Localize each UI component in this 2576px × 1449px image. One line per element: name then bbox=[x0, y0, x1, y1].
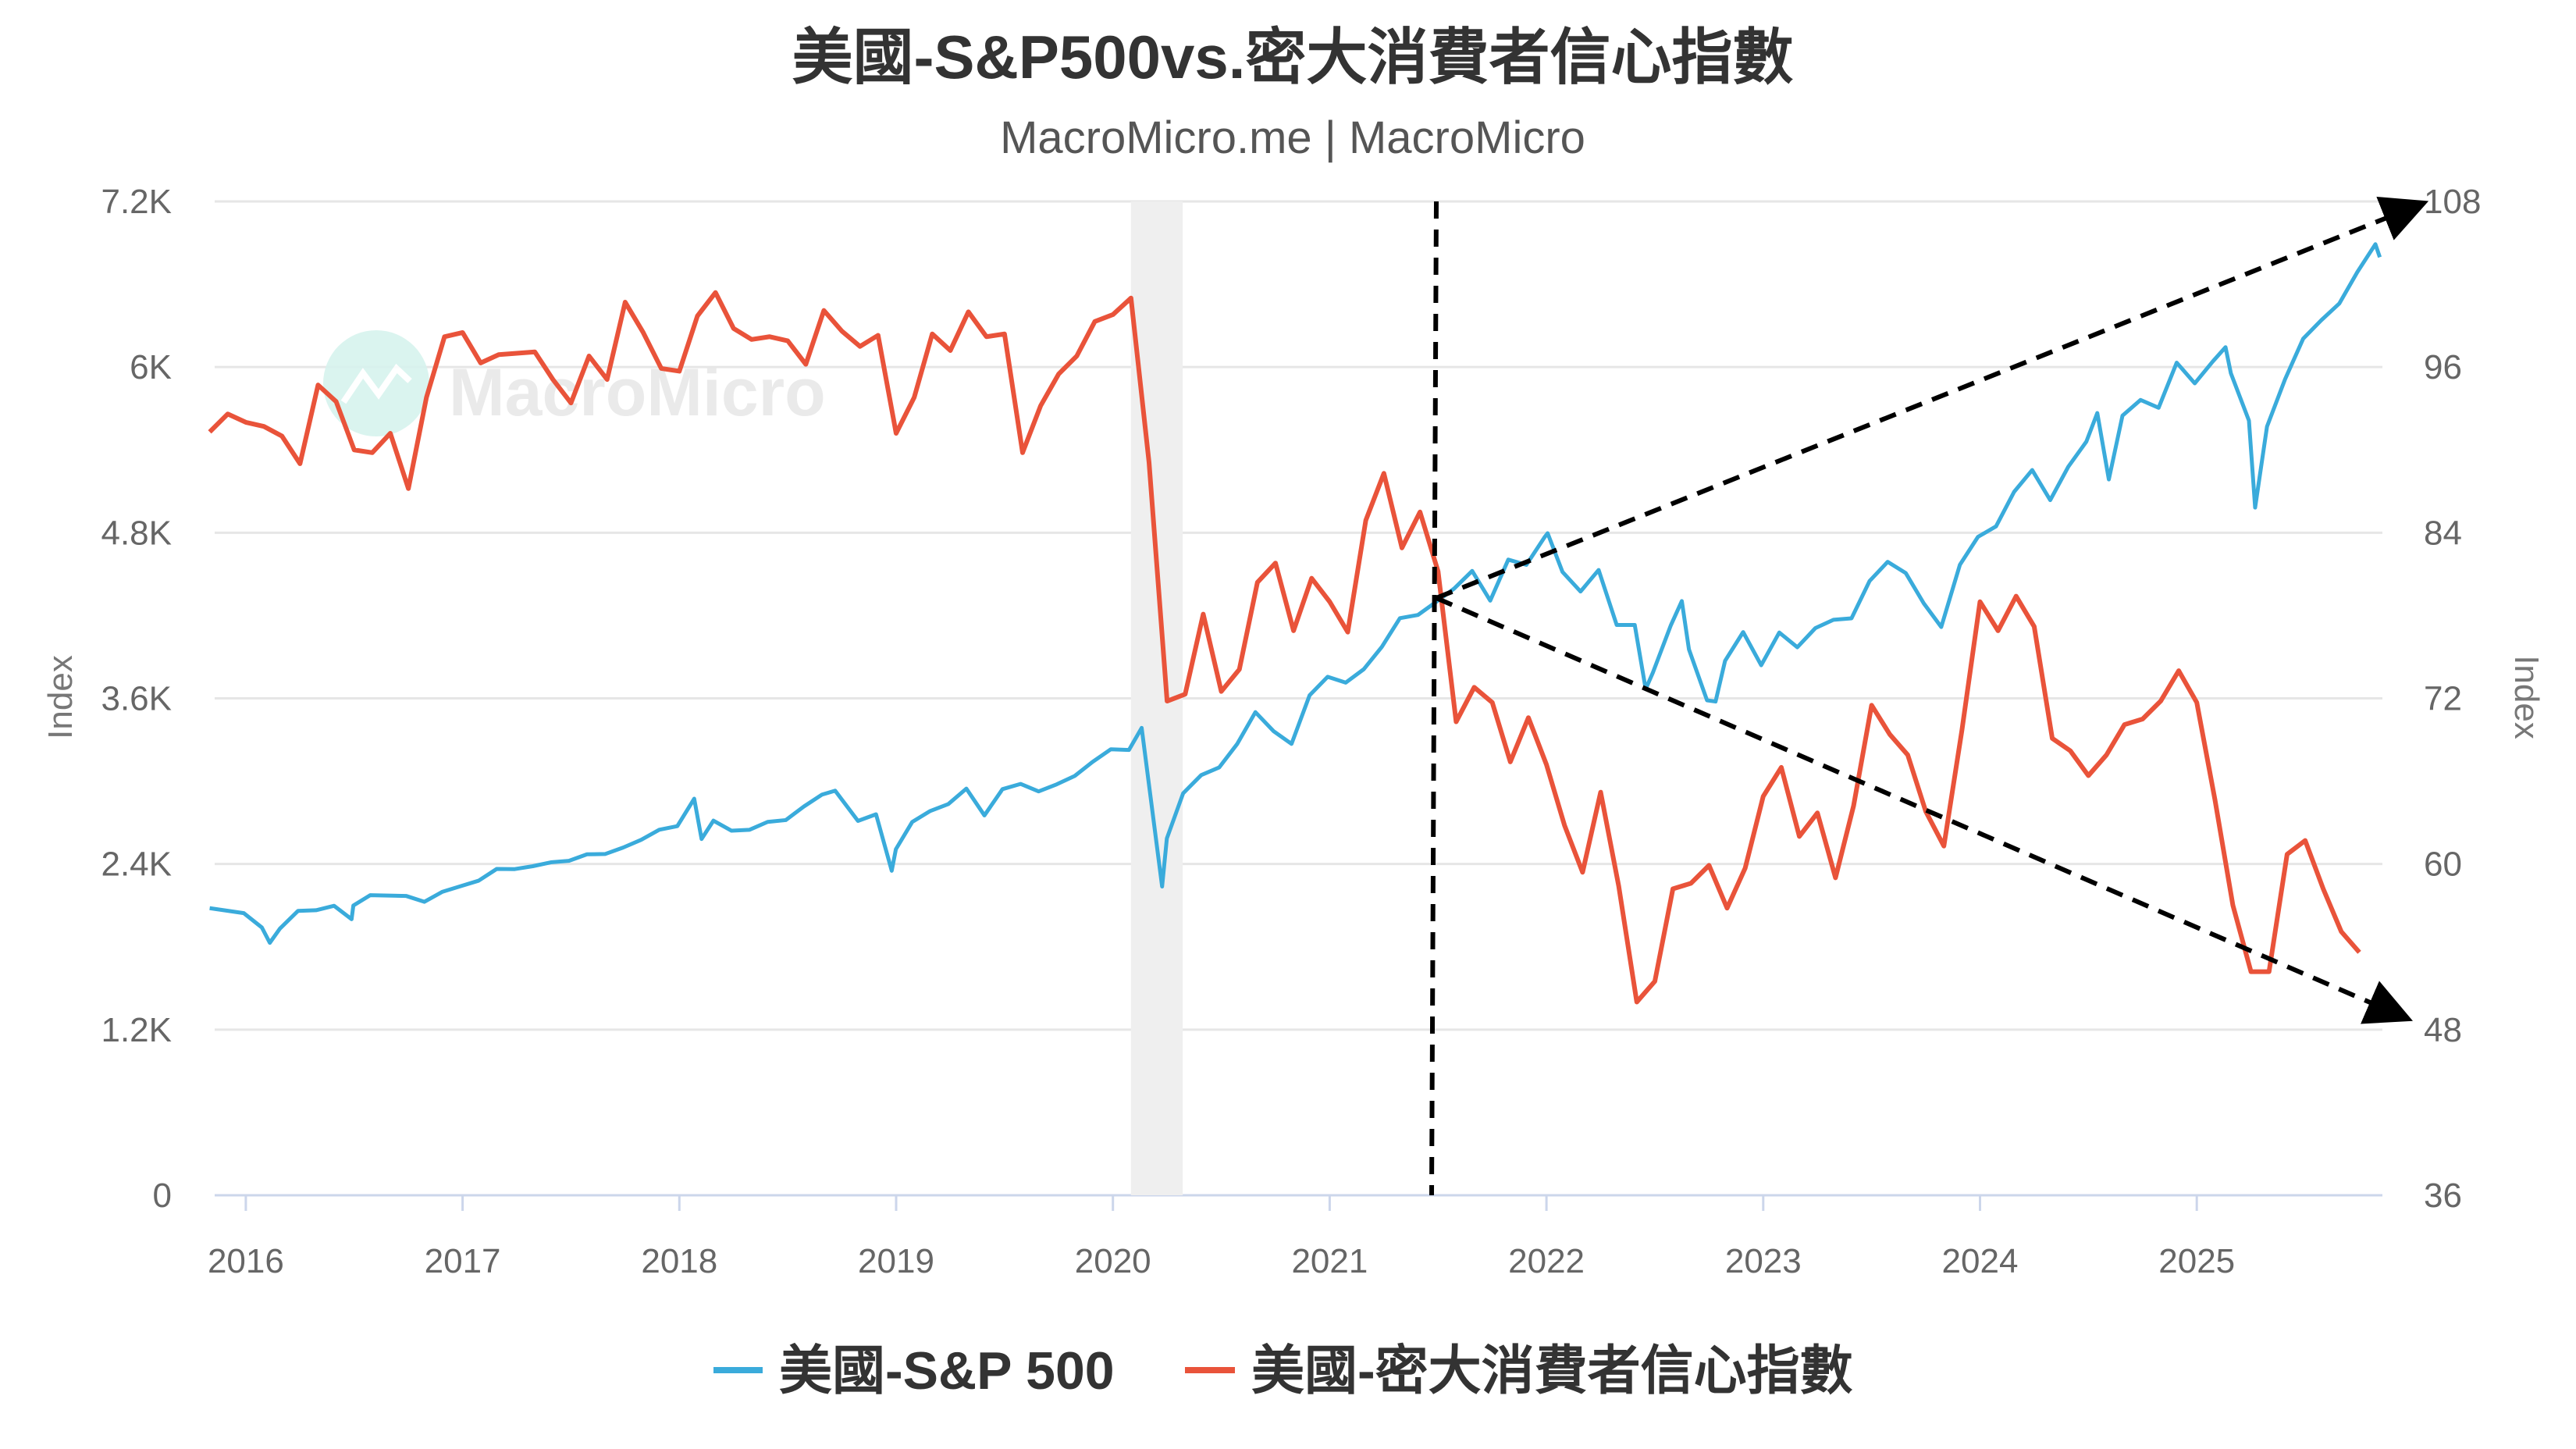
series-line-consumer-sentiment bbox=[208, 290, 2361, 1005]
chart-title: 美國-S&P500vs.密大消費者信心指數 bbox=[792, 23, 1794, 91]
left-tick-label: 2.4K bbox=[101, 846, 172, 884]
left-tick-label: 3.6K bbox=[101, 680, 172, 718]
left-tick-label: 7.2K bbox=[101, 183, 172, 221]
x-tick-label: 2022 bbox=[1508, 1242, 1585, 1280]
x-tick-label: 2016 bbox=[208, 1242, 284, 1280]
left-tick-label: 4.8K bbox=[101, 514, 172, 552]
annotation-arrow-down bbox=[1435, 596, 2414, 1024]
watermark: MacroMicro bbox=[323, 330, 826, 436]
right-tick-label: 84 bbox=[2424, 514, 2462, 552]
x-tick-label: 2021 bbox=[1291, 1242, 1368, 1280]
x-tick-label: 2023 bbox=[1725, 1242, 1802, 1280]
legend-item-sp500[interactable]: 美國-S&P 500 bbox=[713, 1341, 1115, 1401]
annotation-arrow-up bbox=[1435, 196, 2429, 600]
legend-label-sp500: 美國-S&P 500 bbox=[779, 1341, 1115, 1401]
left-y-axis: 0 1.2K 2.4K 3.6K 4.8K 6K 7.2K bbox=[101, 183, 172, 1215]
watermark-logo-icon bbox=[323, 330, 429, 436]
legend: 美國-S&P 500 美國-密大消費者信心指數 bbox=[713, 1341, 1853, 1401]
series-line-sp500 bbox=[209, 242, 2382, 945]
watermark-logo-glyph bbox=[340, 363, 412, 404]
annotation-vertical-dashed-line bbox=[1429, 201, 1439, 1196]
x-axis: 2016 2017 2018 2019 2020 2021 2022 2023 2024 2025 bbox=[208, 1195, 2235, 1280]
right-tick-label: 96 bbox=[2424, 348, 2462, 386]
left-tick-label: 1.2K bbox=[101, 1011, 172, 1049]
x-tick-label: 2017 bbox=[425, 1242, 501, 1280]
right-y-axis: 36 48 60 72 84 96 108 bbox=[2424, 183, 2481, 1215]
left-tick-label: 0 bbox=[153, 1177, 172, 1215]
x-tick-label: 2024 bbox=[1942, 1242, 2019, 1280]
annotations bbox=[1429, 196, 2429, 1196]
x-tick-label: 2019 bbox=[858, 1242, 934, 1280]
x-tick-label: 2018 bbox=[641, 1242, 717, 1280]
right-tick-label: 36 bbox=[2424, 1177, 2462, 1215]
left-tick-label: 6K bbox=[130, 348, 172, 386]
legend-item-consumer-sentiment[interactable]: 美國-密大消費者信心指數 bbox=[1185, 1341, 1853, 1401]
legend-label-consumer-sentiment: 美國-密大消費者信心指數 bbox=[1251, 1341, 1853, 1401]
left-axis-title: Index bbox=[41, 655, 80, 739]
right-tick-label: 48 bbox=[2424, 1011, 2462, 1049]
data-points bbox=[209, 244, 2380, 1002]
x-tick-label: 2020 bbox=[1075, 1242, 1151, 1280]
right-tick-label: 60 bbox=[2424, 846, 2462, 884]
chart-subtitle: MacroMicro.me | MacroMicro bbox=[1000, 112, 1585, 163]
watermark-text: MacroMicro bbox=[449, 355, 826, 430]
gridlines bbox=[215, 200, 2382, 1197]
right-axis-title: Index bbox=[2507, 655, 2546, 739]
right-tick-label: 72 bbox=[2424, 680, 2462, 718]
right-tick-label: 108 bbox=[2424, 183, 2481, 221]
x-tick-label: 2025 bbox=[2158, 1242, 2235, 1280]
